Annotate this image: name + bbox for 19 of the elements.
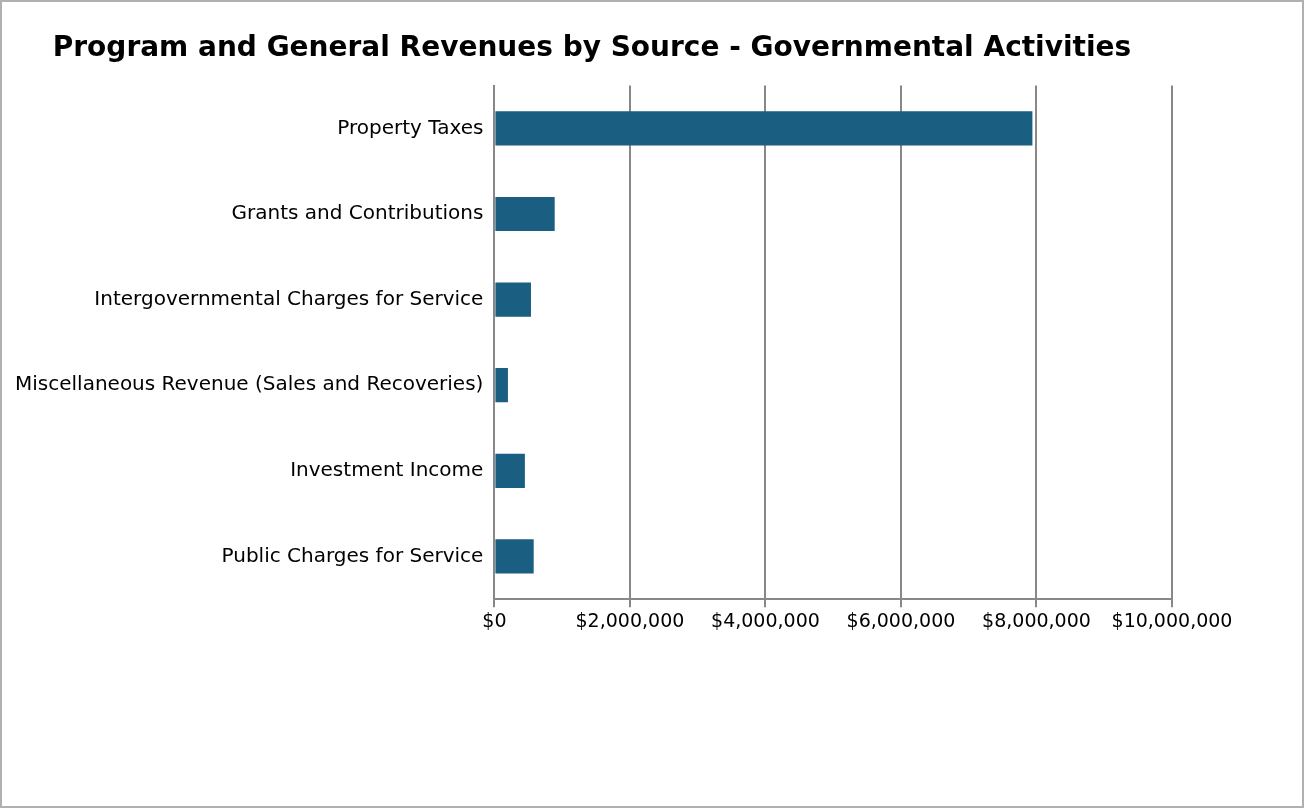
- x-tick-label: $4,000,000: [711, 608, 820, 631]
- bar: [495, 282, 531, 317]
- x-tick-label: $8,000,000: [982, 608, 1091, 631]
- x-tick-label: $6,000,000: [846, 608, 956, 631]
- bar: [495, 111, 1033, 146]
- y-tick-label: Miscellaneous Revenue (Sales and Recoveries): [15, 371, 484, 396]
- x-tick-label: $2,000,000: [575, 608, 685, 631]
- x-tick-label: $10,000,000: [1111, 608, 1233, 631]
- x-tick-label: $0: [482, 608, 507, 631]
- bar: [495, 196, 555, 232]
- y-tick-label: Intergovernmental Charges for Service: [94, 285, 484, 310]
- y-tick-label: Investment Income: [290, 457, 484, 481]
- bar: [495, 539, 534, 574]
- y-tick-label: Property Taxes: [337, 114, 484, 139]
- y-tick-label: Public Charges for Service: [221, 542, 484, 567]
- chart-title: Program and General Revenues by Source - Governmental Activities: [52, 30, 1132, 64]
- bar: [495, 368, 508, 403]
- bar: [495, 453, 525, 488]
- y-tick-label: Grants and Contributions: [231, 200, 484, 225]
